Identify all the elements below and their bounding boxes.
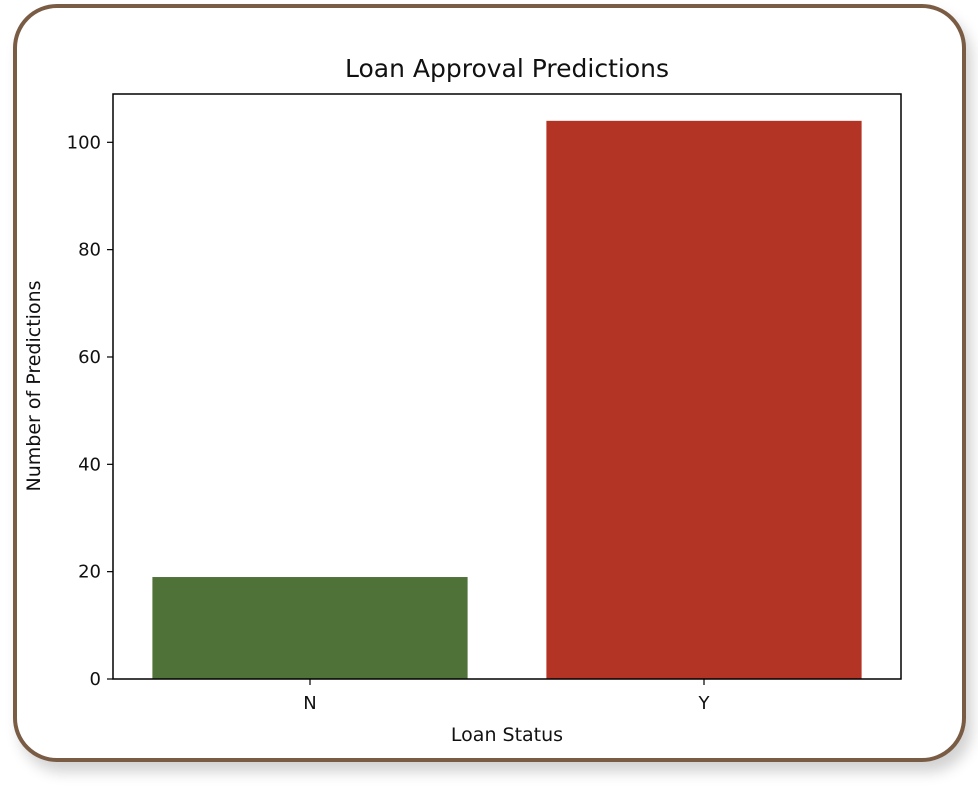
y-tick-label: 40 <box>78 454 101 475</box>
y-tick-label: 60 <box>78 347 101 368</box>
plot-area-border <box>112 93 902 680</box>
bars-group <box>152 120 862 680</box>
bar-y <box>546 120 862 680</box>
y-tick-label: 0 <box>90 669 101 690</box>
chart-title: Loan Approval Predictions <box>345 54 669 83</box>
y-tick-label: 20 <box>78 562 101 583</box>
x-axis-label: Loan Status <box>451 724 563 746</box>
x-tick-label: N <box>303 693 316 714</box>
y-axis-ticks: 0 20 40 60 80 100 <box>67 132 113 690</box>
x-tick-label: Y <box>698 693 711 714</box>
y-tick-label: 80 <box>78 240 101 261</box>
y-axis-label: Number of Predictions <box>23 280 45 491</box>
y-tick-label: 100 <box>67 132 101 153</box>
bar-n <box>152 577 468 679</box>
